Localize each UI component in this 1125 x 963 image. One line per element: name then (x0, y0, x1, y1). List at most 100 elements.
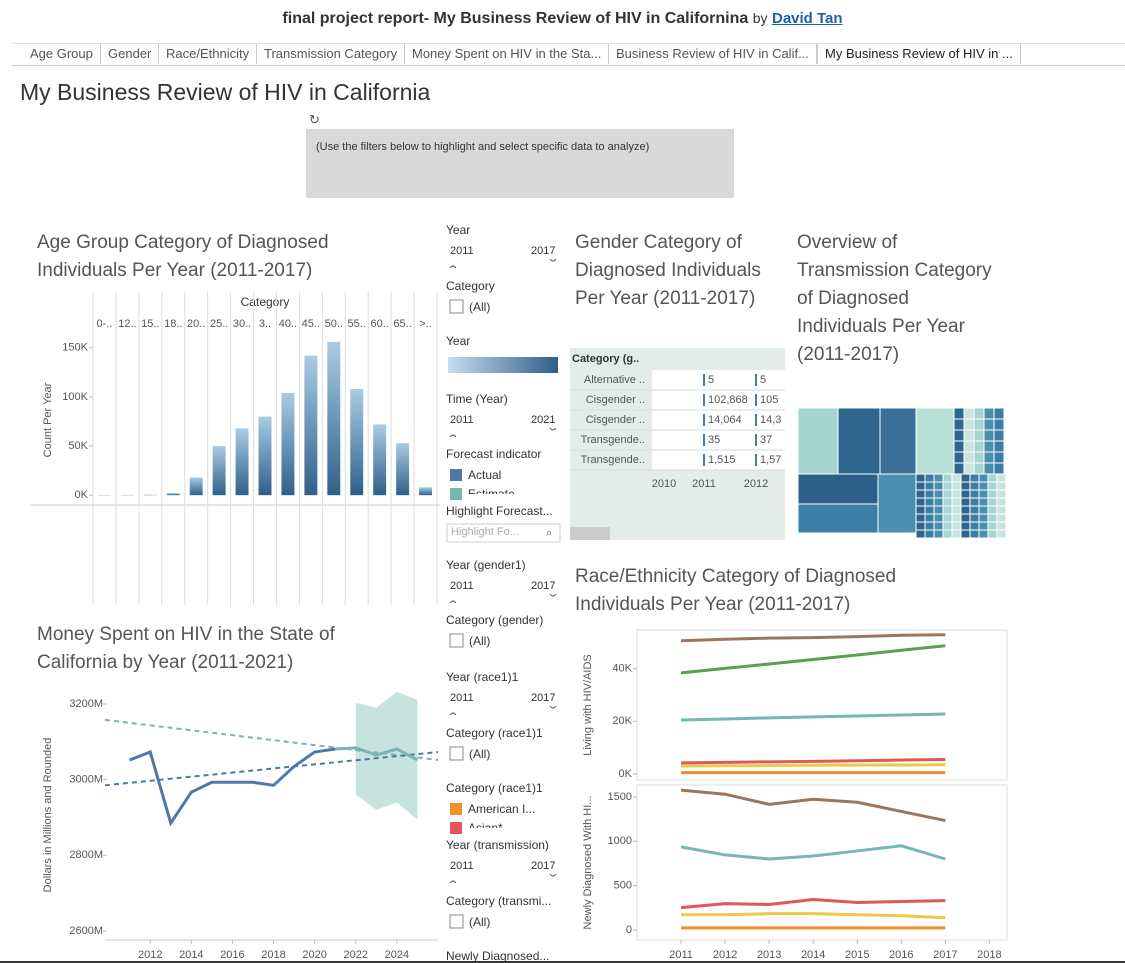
legend-label[interactable]: Asian* (468, 821, 503, 828)
tab[interactable]: Age Group (23, 44, 101, 64)
option-label[interactable]: (All) (469, 634, 491, 648)
treemap-cell (978, 481, 989, 491)
column-label: 50.. (325, 318, 343, 330)
x-tick-label: 2016 (889, 949, 913, 961)
dashboard-title: My Business Review of HIV in California (20, 79, 431, 105)
cell-value: 102,868 (708, 394, 748, 406)
color-ramp (448, 357, 558, 373)
treemap-cell (877, 473, 917, 534)
checkbox[interactable] (449, 299, 464, 314)
cell-value: 14,064 (708, 414, 742, 426)
treemap-cell (915, 473, 926, 483)
option-label[interactable]: (All) (469, 915, 491, 929)
tab[interactable]: Business Review of HIV in Calif... (609, 44, 817, 64)
y-tick-label: 2600M (69, 925, 103, 937)
option-label[interactable]: (All) (469, 747, 491, 761)
legend-label[interactable]: Estimate (468, 487, 515, 494)
filter-title: Year (446, 223, 471, 237)
search-box[interactable] (446, 523, 561, 543)
treemap-cell (983, 451, 995, 464)
treemap-cell (973, 440, 985, 453)
line (680, 897, 946, 910)
treemap-cell (942, 497, 953, 507)
cell-value: 14,3 (760, 414, 781, 426)
treemap-cell (933, 489, 944, 499)
column-label: 18.. (164, 318, 182, 330)
range-start: 2011 (450, 414, 474, 426)
workbook-title: final project report- My Business Review… (282, 10, 749, 27)
range-end: 2021 (531, 414, 556, 426)
cell-value: 1,57 (760, 454, 781, 466)
treemap-cell (978, 489, 989, 499)
y-tick-label: 0 (626, 924, 632, 936)
option-label[interactable]: (All) (469, 300, 491, 314)
legend-label[interactable]: Actual (468, 468, 502, 482)
x-tick-label: 2014 (179, 949, 203, 961)
treemap-cell (915, 481, 926, 491)
y-tick-label: 1000 (608, 835, 632, 847)
treemap-cell (969, 513, 980, 523)
treemap-cell (993, 451, 1005, 464)
slider[interactable] (449, 873, 557, 884)
bar (189, 477, 203, 496)
filter-title: Year (gender1) (446, 558, 526, 572)
pane-frame (636, 629, 1008, 781)
treemap-cell (978, 513, 989, 523)
checkbox[interactable] (449, 633, 464, 648)
treemap-cell (933, 473, 944, 483)
treemap-cell (987, 529, 998, 539)
checkbox[interactable] (449, 914, 464, 929)
slider[interactable] (449, 258, 557, 269)
treemap-cell (993, 407, 1005, 420)
row-label: Cisgender .. (586, 394, 645, 406)
bar (396, 443, 410, 496)
column-label: 2010 (652, 478, 676, 490)
treemap-cell (996, 513, 1007, 523)
tab[interactable]: Transmission Category (257, 44, 406, 64)
column-label: 20.. (187, 318, 205, 330)
column-label: 45.. (302, 318, 320, 330)
column-label: 40.. (279, 318, 297, 330)
x-tick-label: 2014 (801, 949, 825, 961)
tab[interactable]: Money Spent on HIV in the Sta... (405, 44, 610, 64)
treemap-cell (951, 481, 962, 491)
treemap-cell (953, 407, 965, 420)
treemap-cell (973, 462, 985, 475)
slider[interactable] (449, 593, 557, 604)
treemap-cell (951, 473, 962, 483)
treemap-cell (993, 440, 1005, 453)
tab[interactable]: Gender (101, 44, 160, 64)
checkbox[interactable] (449, 746, 464, 761)
y-tick-label: 20K (612, 715, 632, 727)
bar (373, 424, 387, 496)
y-tick-label: 0K (75, 489, 89, 501)
treemap-cell (915, 407, 955, 475)
treemap-cell (924, 505, 935, 515)
bar (258, 416, 272, 496)
filter-title: Forecast indicator (446, 447, 542, 461)
range-start: 2011 (450, 580, 474, 592)
range-end: 2017 (531, 580, 556, 592)
slider[interactable] (449, 705, 557, 716)
treemap-cell (953, 440, 965, 453)
legend-swatch (450, 469, 462, 481)
tab[interactable]: Race/Ethnicity (159, 44, 258, 64)
treemap-cell (973, 451, 985, 464)
placeholder[interactable]: Highlight Fo... (451, 526, 519, 538)
treemap-cell (942, 481, 953, 491)
tab-bar (12, 43, 1125, 66)
x-tick-label: 2015 (845, 949, 869, 961)
tab[interactable]: My Business Review of HIV in ... (817, 44, 1021, 65)
author-link[interactable]: David Tan (771, 10, 843, 27)
range-end: 2017 (531, 860, 556, 872)
legend-swatch (450, 488, 462, 500)
legend-label[interactable]: American I... (468, 802, 536, 816)
treemap-cell (837, 407, 881, 475)
x-tick-label: 2012 (138, 949, 162, 961)
treemap-cell (996, 521, 1007, 531)
refresh-icon[interactable]: ↻ (309, 112, 320, 127)
treemap-cell (996, 497, 1007, 507)
header: final project report- My Business Review… (0, 10, 1125, 28)
slider[interactable] (449, 427, 557, 438)
